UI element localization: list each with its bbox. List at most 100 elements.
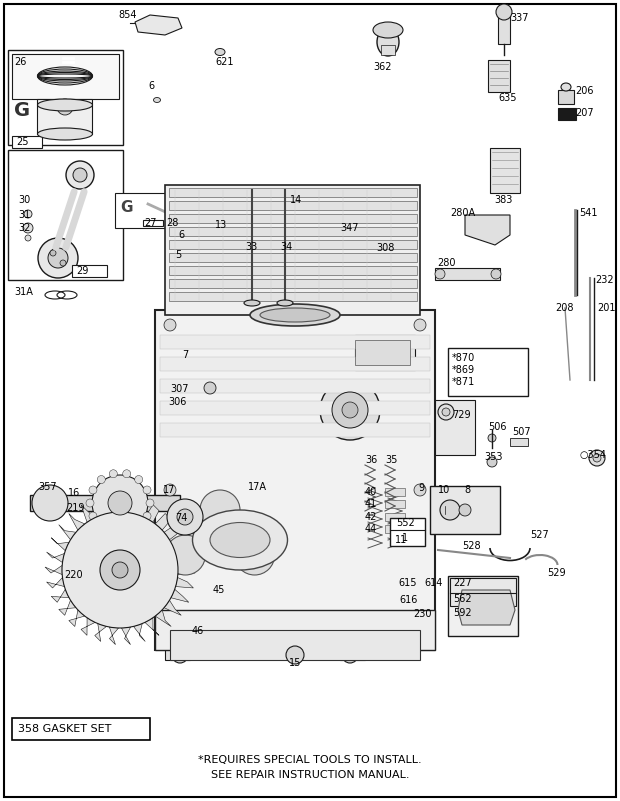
Text: 34: 34: [280, 242, 292, 252]
Bar: [169, 201, 417, 210]
Circle shape: [491, 269, 501, 279]
Polygon shape: [46, 578, 64, 588]
Circle shape: [143, 512, 151, 520]
Bar: [435, 400, 475, 455]
Bar: [169, 266, 417, 275]
Bar: [498, 14, 510, 44]
Ellipse shape: [244, 300, 260, 306]
Polygon shape: [59, 600, 76, 615]
Circle shape: [332, 392, 368, 428]
Circle shape: [89, 512, 97, 520]
Bar: [165, 185, 420, 315]
Circle shape: [50, 250, 56, 256]
Polygon shape: [133, 623, 145, 642]
Ellipse shape: [277, 300, 293, 306]
Text: 11: 11: [395, 535, 407, 545]
Bar: [12, 54, 119, 99]
Text: 29: 29: [76, 266, 89, 276]
Bar: [510, 438, 528, 446]
Bar: [155, 310, 435, 650]
Ellipse shape: [561, 83, 571, 91]
Bar: [490, 148, 520, 193]
Bar: [355, 340, 410, 365]
Text: 616: 616: [399, 595, 417, 605]
Text: 227: 227: [453, 578, 472, 588]
Text: 232: 232: [595, 275, 614, 285]
Polygon shape: [145, 618, 159, 635]
Bar: [169, 292, 417, 301]
Text: *870: *870: [452, 353, 476, 363]
Polygon shape: [135, 15, 182, 35]
Circle shape: [135, 522, 143, 530]
Polygon shape: [465, 215, 510, 245]
Circle shape: [92, 475, 148, 531]
Bar: [143, 220, 163, 226]
Polygon shape: [69, 513, 85, 530]
Text: 854: 854: [118, 10, 136, 20]
Text: 541: 541: [579, 208, 598, 218]
Text: 347: 347: [340, 223, 358, 233]
Polygon shape: [95, 623, 107, 642]
Text: 280A: 280A: [450, 208, 475, 218]
Circle shape: [89, 486, 97, 494]
Circle shape: [97, 476, 105, 484]
Text: 528: 528: [462, 541, 480, 551]
Circle shape: [414, 319, 426, 331]
Text: ○354: ○354: [580, 450, 607, 460]
Polygon shape: [122, 495, 131, 513]
Text: 592: 592: [453, 608, 472, 618]
Text: 507: 507: [512, 427, 531, 437]
Circle shape: [23, 223, 33, 233]
Text: 208: 208: [555, 303, 574, 313]
Text: 308: 308: [376, 243, 394, 253]
Circle shape: [172, 647, 188, 663]
Text: 7: 7: [182, 350, 188, 360]
Text: 46: 46: [192, 626, 204, 636]
Text: 27: 27: [144, 218, 156, 228]
Circle shape: [167, 499, 203, 535]
Circle shape: [342, 402, 358, 418]
Text: 362: 362: [373, 62, 391, 72]
Circle shape: [109, 469, 117, 477]
Text: 16: 16: [68, 488, 80, 498]
Text: 35: 35: [385, 455, 397, 465]
Circle shape: [97, 522, 105, 530]
Circle shape: [86, 499, 94, 507]
Circle shape: [32, 485, 68, 521]
Circle shape: [123, 469, 131, 477]
Polygon shape: [178, 566, 195, 574]
Text: 306: 306: [168, 397, 187, 407]
Ellipse shape: [154, 98, 161, 103]
Text: 28: 28: [166, 218, 179, 228]
Polygon shape: [81, 505, 95, 522]
Circle shape: [135, 476, 143, 484]
Polygon shape: [164, 525, 181, 540]
Ellipse shape: [373, 22, 403, 38]
Circle shape: [109, 528, 117, 536]
Bar: [385, 500, 405, 508]
Bar: [169, 240, 417, 249]
Text: 5: 5: [175, 250, 181, 260]
Bar: [8, 150, 123, 280]
Text: 529: 529: [547, 568, 565, 578]
Circle shape: [48, 248, 68, 268]
Circle shape: [459, 504, 471, 516]
Polygon shape: [51, 590, 69, 602]
Bar: [169, 214, 417, 223]
Circle shape: [62, 512, 178, 628]
Bar: [385, 513, 405, 521]
Bar: [165, 645, 190, 660]
Bar: [160, 423, 430, 437]
Bar: [165, 220, 185, 226]
Text: 41: 41: [365, 499, 377, 509]
Text: 31A: 31A: [14, 287, 33, 297]
Text: SEE REPAIR INSTRUCTION MANUAL.: SEE REPAIR INSTRUCTION MANUAL.: [211, 770, 409, 780]
Circle shape: [57, 99, 73, 115]
Text: 562: 562: [453, 594, 472, 604]
Circle shape: [112, 562, 128, 578]
Text: *869: *869: [452, 365, 475, 375]
Text: 30: 30: [18, 195, 30, 205]
Text: 635: 635: [498, 93, 516, 103]
Polygon shape: [59, 525, 76, 540]
Bar: [430, 486, 500, 534]
